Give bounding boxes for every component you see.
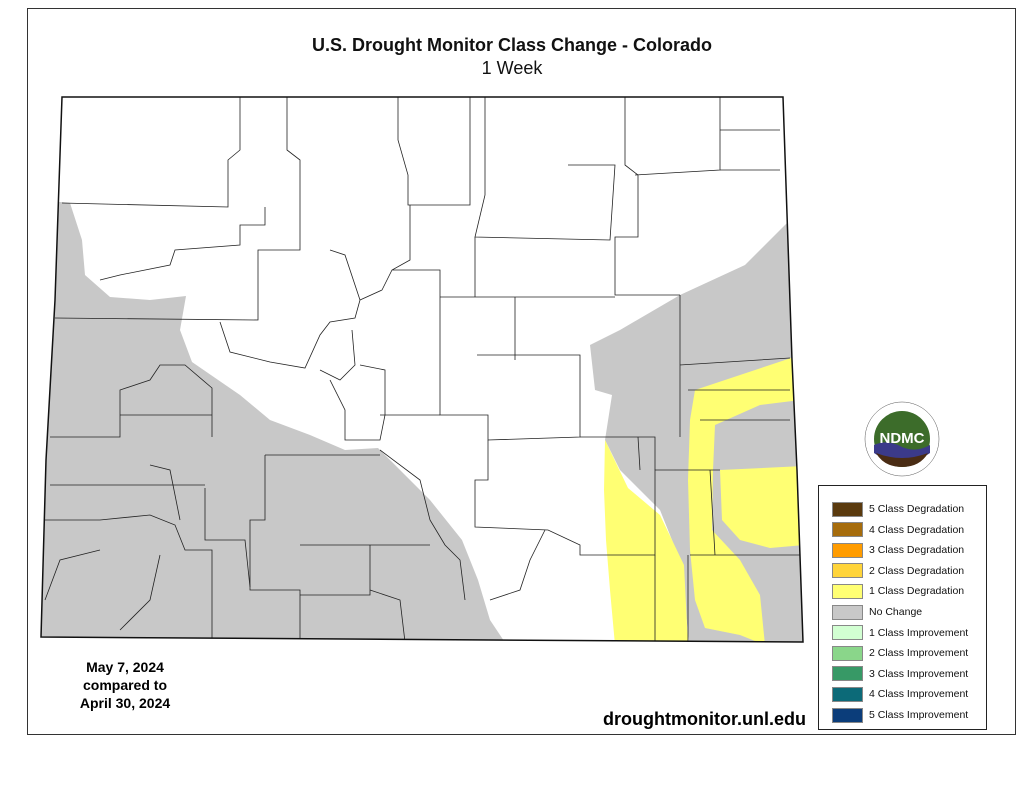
map-subtitle: 1 Week [481, 58, 543, 78]
no-change-region-west [41, 200, 510, 642]
legend-swatch [832, 686, 863, 702]
legend-label: 2 Class Degradation [869, 564, 965, 577]
degradation-1-region-c [720, 466, 803, 548]
legend-label: 5 Class Improvement [869, 709, 969, 721]
legend-label: 3 Class Degradation [869, 544, 965, 557]
legend-swatch [832, 625, 863, 641]
legend-label: No Change [869, 606, 923, 618]
legend: 5 Class Degradation 4 Class Degradation 3 … [818, 485, 987, 730]
degradation-1-region-a [604, 440, 688, 642]
previous-date: April 30, 2024 [79, 695, 171, 711]
ndmc-logo: NDMC [864, 401, 940, 477]
legend-item: 1 Class Improvement [832, 625, 968, 641]
legend-label: 4 Class Degradation [869, 523, 965, 536]
legend-swatch [832, 666, 863, 682]
legend-swatch [832, 583, 863, 599]
legend-item: 5 Class Improvement [832, 707, 968, 723]
legend-label: 3 Class Improvement [869, 667, 969, 680]
compared-to-label: compared to [82, 677, 167, 693]
legend-item: 2 Class Improvement [832, 645, 968, 661]
legend-swatch [832, 522, 863, 538]
legend-item: 1 Class Degradation [832, 583, 964, 599]
legend-swatch [832, 501, 863, 517]
legend-item: 4 Class Degradation [832, 522, 964, 538]
legend-item: 5 Class Degradation [832, 501, 964, 517]
date-comparison: May 7, 2024 compared to April 30, 2024 [55, 658, 195, 712]
source-url: droughtmonitor.unl.edu [603, 709, 806, 729]
legend-swatch [832, 542, 863, 558]
logo-text: NDMC [880, 430, 925, 447]
legend-item: 3 Class Degradation [832, 542, 964, 558]
legend-label: 4 Class Improvement [869, 688, 969, 701]
current-date: May 7, 2024 [86, 659, 164, 675]
legend-label: 1 Class Degradation [869, 585, 965, 598]
legend-item: 2 Class Degradation [832, 563, 964, 579]
legend-item: 4 Class Improvement [832, 686, 968, 702]
legend-swatch [832, 645, 863, 661]
map-title: U.S. Drought Monitor Class Change - Colo… [312, 35, 712, 55]
legend-swatch [832, 563, 863, 579]
legend-swatch [832, 707, 863, 723]
legend-item: No Change [832, 604, 922, 620]
county-lines [44, 97, 800, 642]
legend-label: 1 Class Improvement [869, 626, 969, 639]
state-outline [40, 96, 804, 643]
legend-item: 3 Class Improvement [832, 666, 968, 682]
map-frame [27, 8, 1016, 735]
legend-label: 5 Class Degradation [869, 503, 965, 515]
degradation-1-region-b [688, 355, 800, 642]
legend-label: 2 Class Improvement [869, 647, 969, 660]
legend-swatch [832, 604, 863, 620]
